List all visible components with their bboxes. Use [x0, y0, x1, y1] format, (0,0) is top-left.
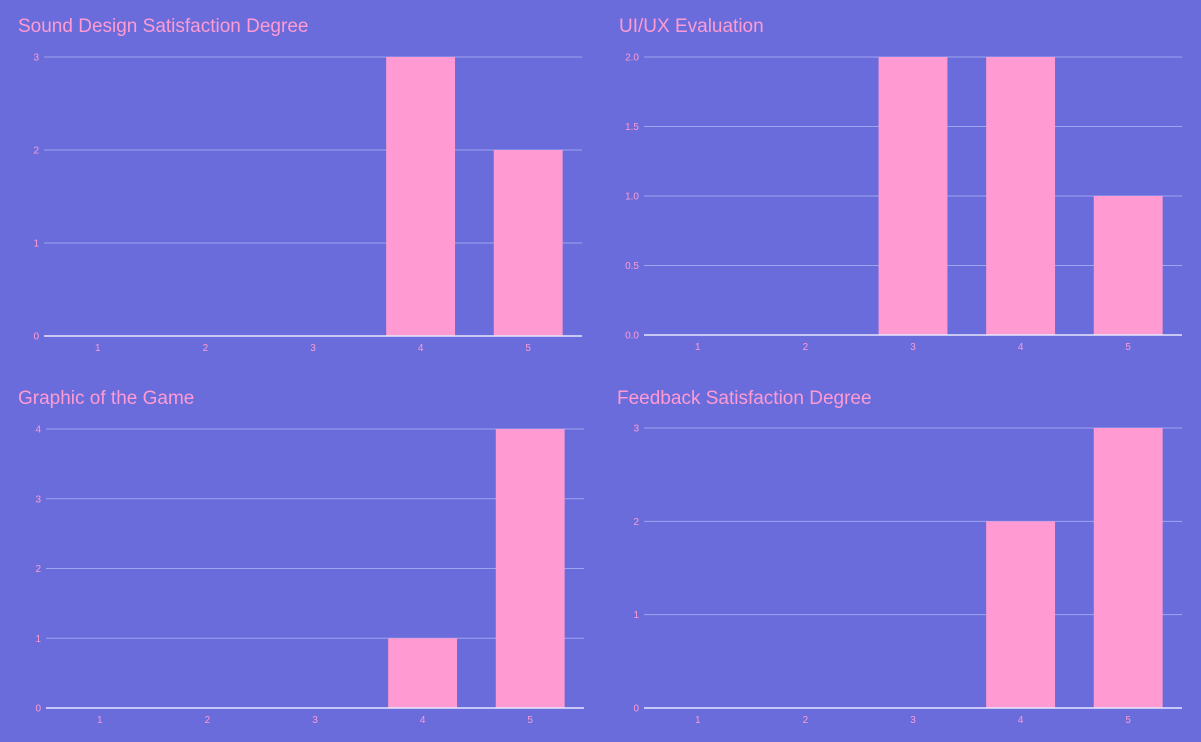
chart-title: Graphic of the Game — [18, 388, 195, 409]
chart-title: Sound Design Satisfaction Degree — [18, 16, 309, 37]
chart-plot: 0 1 2 3 4 1 2 3 4 5 — [35, 425, 584, 726]
x-tick-label: 5 — [527, 715, 533, 726]
chart-panel-ui-ux-evaluation: UI/UX Evaluation 0.0 0.5 1.0 1.5 2.0 1 2 3 4 5 — [600, 0, 1201, 371]
x-tick-label: 2 — [205, 715, 211, 726]
chart-plot: 0 1 2 3 1 2 3 4 5 — [33, 53, 582, 354]
chart-panel-feedback-satisfaction: Feedback Satisfaction Degree 0 1 2 3 1 2 3 4 5 — [600, 371, 1201, 742]
bar-5 — [495, 429, 565, 708]
chart-plot: 0.0 0.5 1.0 1.5 2.0 1 2 3 4 5 — [625, 53, 1182, 353]
y-tick-label: 1.5 — [625, 122, 639, 133]
bar-5 — [1093, 428, 1163, 708]
y-tick-label: 3 — [35, 494, 41, 505]
y-tick-label: 2 — [33, 146, 39, 157]
y-tick-label: 0 — [633, 704, 639, 715]
x-tick-label: 2 — [803, 342, 809, 353]
x-tick-label: 4 — [1018, 342, 1024, 353]
y-tick-label: 2 — [35, 564, 41, 575]
bar-4 — [986, 521, 1056, 708]
y-tick-label: 2.0 — [625, 53, 639, 64]
y-tick-label: 0.0 — [625, 331, 639, 342]
chart-plot: 0 1 2 3 1 2 3 4 5 — [633, 424, 1182, 726]
x-tick-label: 1 — [695, 342, 701, 353]
x-tick-label: 1 — [695, 715, 701, 726]
chart-title: Feedback Satisfaction Degree — [617, 388, 872, 409]
y-tick-label: 0 — [33, 332, 39, 343]
y-tick-label: 0 — [35, 704, 41, 715]
bar-4 — [986, 57, 1056, 335]
chart-panel-graphic-of-the-game: Graphic of the Game 0 1 2 3 4 1 2 3 4 5 — [0, 371, 600, 742]
x-tick-label: 3 — [910, 342, 916, 353]
y-tick-label: 1.0 — [625, 192, 639, 203]
y-tick-label: 1 — [633, 610, 639, 621]
chart-panel-sound-design: Sound Design Satisfaction Degree 0 1 2 3 1 2 3… — [0, 0, 600, 371]
x-tick-label: 5 — [1125, 715, 1131, 726]
x-tick-label: 4 — [420, 715, 426, 726]
y-tick-label: 0.5 — [625, 261, 639, 272]
x-tick-label: 4 — [1018, 715, 1024, 726]
y-tick-label: 2 — [633, 517, 639, 528]
x-tick-label: 2 — [803, 715, 809, 726]
y-tick-label: 3 — [33, 53, 39, 64]
x-tick-label: 1 — [97, 715, 103, 726]
bar-5 — [493, 150, 563, 336]
x-tick-label: 5 — [1125, 342, 1131, 353]
x-tick-label: 3 — [910, 715, 916, 726]
x-tick-label: 3 — [312, 715, 318, 726]
x-tick-label: 3 — [310, 343, 316, 354]
y-tick-label: 3 — [633, 424, 639, 435]
y-tick-label: 4 — [35, 425, 41, 436]
bar-4 — [386, 57, 456, 336]
y-tick-label: 1 — [33, 239, 39, 250]
x-tick-label: 2 — [203, 343, 209, 354]
y-tick-label: 1 — [35, 634, 41, 645]
x-tick-label: 5 — [525, 343, 531, 354]
chart-title: UI/UX Evaluation — [619, 16, 764, 37]
bar-3 — [878, 57, 948, 335]
x-tick-label: 4 — [418, 343, 424, 354]
x-tick-label: 1 — [95, 343, 101, 354]
bar-4 — [388, 638, 458, 708]
bar-5 — [1093, 196, 1163, 335]
